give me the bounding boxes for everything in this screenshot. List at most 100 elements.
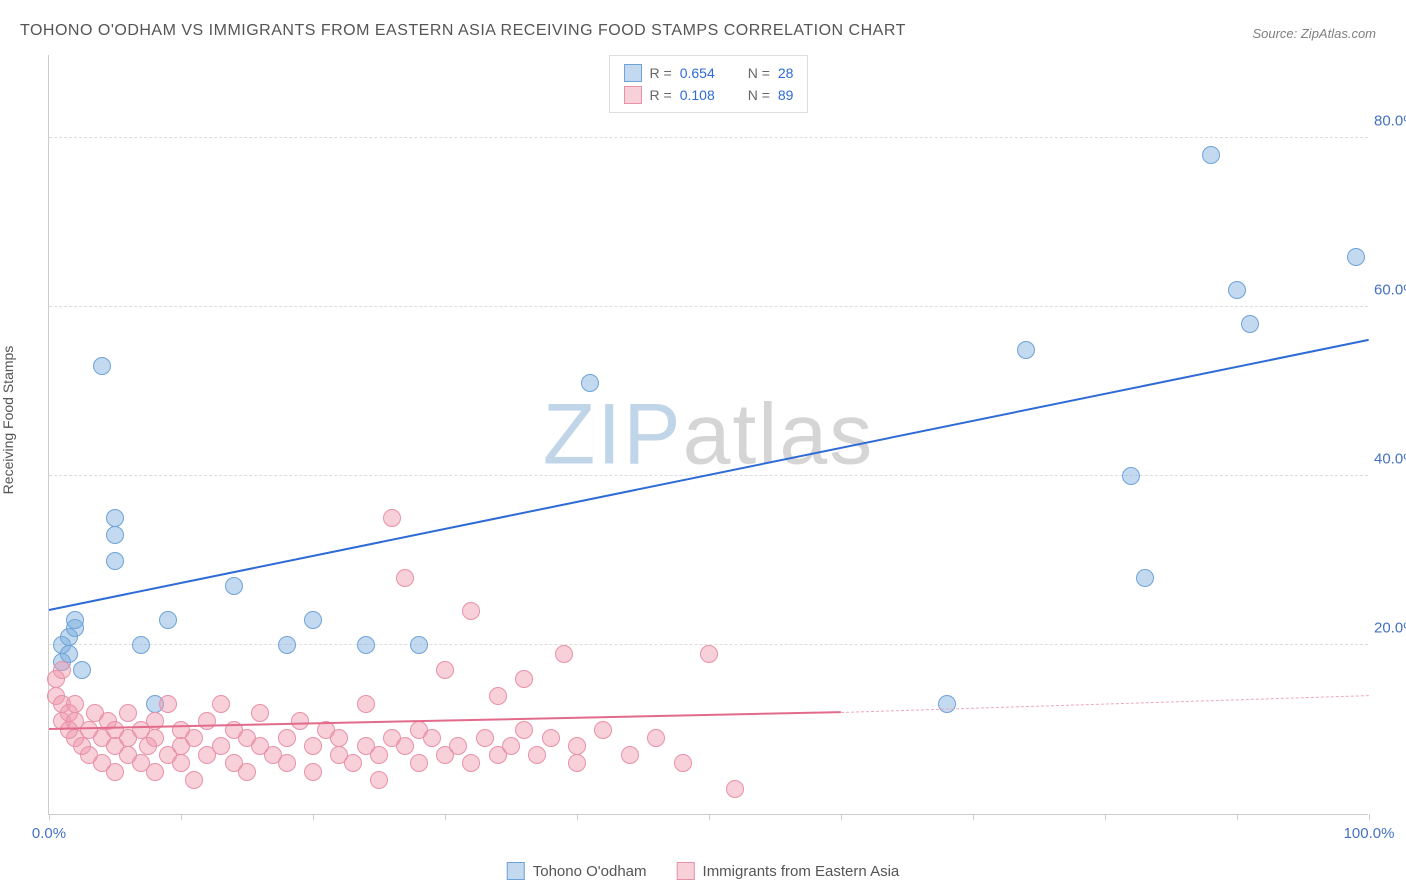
data-point xyxy=(291,712,309,730)
data-point xyxy=(278,729,296,747)
data-point xyxy=(66,695,84,713)
data-point xyxy=(726,780,744,798)
n-value: 28 xyxy=(778,65,794,81)
legend-label: Immigrants from Eastern Asia xyxy=(703,863,900,880)
data-point xyxy=(159,695,177,713)
data-point xyxy=(330,729,348,747)
data-point xyxy=(106,552,124,570)
data-point xyxy=(238,763,256,781)
source-attribution: Source: ZipAtlas.com xyxy=(1252,26,1376,41)
data-point xyxy=(185,771,203,789)
y-tick-label: 80.0% xyxy=(1374,113,1406,130)
data-point xyxy=(251,704,269,722)
x-tick xyxy=(313,814,314,820)
gridline xyxy=(49,306,1368,307)
data-point xyxy=(1122,467,1140,485)
data-point xyxy=(1347,248,1365,266)
data-point xyxy=(106,526,124,544)
data-point xyxy=(212,695,230,713)
r-value: 0.654 xyxy=(680,65,730,81)
x-tick xyxy=(1105,814,1106,820)
legend-row: R =0.108N =89 xyxy=(624,84,794,106)
trend-line xyxy=(49,711,841,730)
data-point xyxy=(304,611,322,629)
correlation-legend: R =0.654N =28R =0.108N =89 xyxy=(609,55,809,113)
y-tick-label: 40.0% xyxy=(1374,451,1406,468)
data-point xyxy=(568,754,586,772)
watermark-atlas: atlas xyxy=(683,386,875,482)
data-point xyxy=(594,721,612,739)
data-point xyxy=(515,721,533,739)
data-point xyxy=(1136,569,1154,587)
data-point xyxy=(185,729,203,747)
data-point xyxy=(53,661,71,679)
data-point xyxy=(476,729,494,747)
x-tick xyxy=(49,814,50,820)
data-point xyxy=(383,509,401,527)
data-point xyxy=(60,645,78,663)
data-point xyxy=(410,754,428,772)
data-point xyxy=(146,763,164,781)
x-tick xyxy=(1369,814,1370,820)
data-point xyxy=(172,754,190,772)
x-tick xyxy=(841,814,842,820)
r-label: R = xyxy=(650,65,672,81)
series-legend: Tohono O'odham Immigrants from Eastern As… xyxy=(507,862,900,880)
x-tick xyxy=(1237,814,1238,820)
data-point xyxy=(436,661,454,679)
data-point xyxy=(73,661,91,679)
y-tick-label: 60.0% xyxy=(1374,282,1406,299)
data-point xyxy=(132,636,150,654)
data-point xyxy=(304,737,322,755)
legend-swatch xyxy=(677,862,695,880)
data-point xyxy=(449,737,467,755)
data-point xyxy=(212,737,230,755)
n-label: N = xyxy=(748,65,770,81)
data-point xyxy=(1202,146,1220,164)
data-point xyxy=(674,754,692,772)
data-point xyxy=(502,737,520,755)
data-point xyxy=(1017,341,1035,359)
y-tick-label: 20.0% xyxy=(1374,620,1406,637)
r-label: R = xyxy=(650,87,672,103)
legend-label: Tohono O'odham xyxy=(533,863,647,880)
data-point xyxy=(555,645,573,663)
data-point xyxy=(410,636,428,654)
data-point xyxy=(581,374,599,392)
x-tick xyxy=(973,814,974,820)
watermark-zip: ZIP xyxy=(543,386,683,482)
scatter-chart: ZIPatlas R =0.654N =28R =0.108N =89 20.0… xyxy=(48,55,1368,815)
data-point xyxy=(106,763,124,781)
data-point xyxy=(462,602,480,620)
data-point xyxy=(370,746,388,764)
data-point xyxy=(66,611,84,629)
chart-title: TOHONO O'ODHAM VS IMMIGRANTS FROM EASTER… xyxy=(20,22,906,40)
data-point xyxy=(1228,281,1246,299)
data-point xyxy=(304,763,322,781)
n-value: 89 xyxy=(778,87,794,103)
x-tick xyxy=(577,814,578,820)
trend-line xyxy=(841,695,1369,713)
y-axis-label: Receiving Food Stamps xyxy=(0,346,16,495)
data-point xyxy=(700,645,718,663)
data-point xyxy=(357,636,375,654)
data-point xyxy=(528,746,546,764)
data-point xyxy=(938,695,956,713)
x-tick-label: 0.0% xyxy=(32,825,66,842)
data-point xyxy=(423,729,441,747)
data-point xyxy=(489,687,507,705)
data-point xyxy=(357,695,375,713)
legend-item: Immigrants from Eastern Asia xyxy=(677,862,900,880)
data-point xyxy=(106,509,124,527)
data-point xyxy=(278,636,296,654)
x-tick xyxy=(181,814,182,820)
data-point xyxy=(146,729,164,747)
gridline xyxy=(49,137,1368,138)
legend-swatch xyxy=(624,86,642,104)
data-point xyxy=(647,729,665,747)
data-point xyxy=(462,754,480,772)
data-point xyxy=(278,754,296,772)
data-point xyxy=(515,670,533,688)
r-value: 0.108 xyxy=(680,87,730,103)
data-point xyxy=(225,577,243,595)
